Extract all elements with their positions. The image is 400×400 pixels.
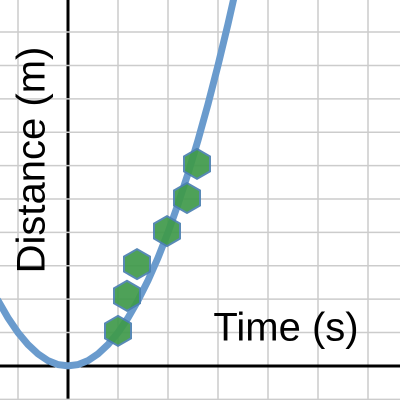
data-point	[183, 147, 211, 181]
data-point	[173, 181, 201, 215]
x-axis-label: Time (s)	[213, 306, 358, 350]
y-axis-label: Distance (m)	[10, 47, 54, 274]
data-point	[153, 214, 181, 248]
marks	[0, 0, 238, 370]
data-point	[123, 247, 151, 281]
data-point	[113, 279, 141, 312]
data-point	[104, 314, 132, 348]
